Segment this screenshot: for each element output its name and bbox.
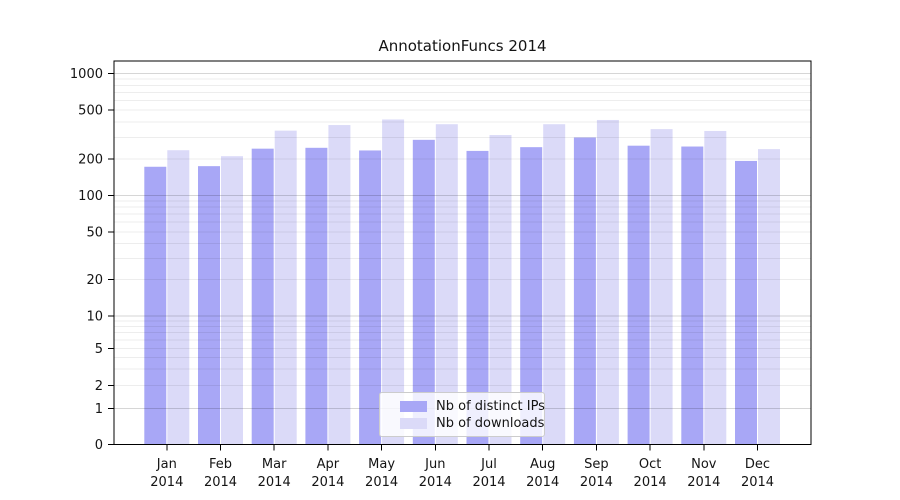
x-tick-label-year: 2014 xyxy=(741,475,774,490)
x-tick-label-year: 2014 xyxy=(526,475,559,490)
bar-distinct-ips-aug xyxy=(520,147,543,445)
legend-swatch-distinct-ips xyxy=(400,401,427,412)
x-tick-label-month: Oct xyxy=(639,457,661,472)
x-tick-label-year: 2014 xyxy=(687,475,720,490)
y-tick-label: 1 xyxy=(95,402,103,417)
bar-distinct-ips-nov xyxy=(681,146,704,445)
x-tick-label-year: 2014 xyxy=(472,475,505,490)
x-tick-label-month: Sep xyxy=(584,457,609,472)
legend-item-distinct-ips: Nb of distinct IPs xyxy=(400,399,545,414)
bar-distinct-ips-may xyxy=(359,150,382,445)
legend-label-downloads: Nb of downloads xyxy=(436,416,545,431)
bar-distinct-ips-mar xyxy=(251,148,274,445)
bar-downloads-oct xyxy=(650,129,673,445)
bar-distinct-ips-sep xyxy=(573,137,596,445)
y-tick-label: 500 xyxy=(78,104,103,119)
y-tick-label: 2 xyxy=(95,379,103,394)
x-tick-label-year: 2014 xyxy=(204,475,237,490)
bar-distinct-ips-oct xyxy=(627,145,650,445)
y-tick-label: 0 xyxy=(95,438,103,453)
legend-label-distinct-ips: Nb of distinct IPs xyxy=(436,399,545,414)
bar-downloads-apr xyxy=(328,125,351,445)
bar-downloads-feb xyxy=(221,156,243,445)
x-tick-label-year: 2014 xyxy=(580,475,613,490)
x-tick-label-month: Dec xyxy=(745,457,770,472)
x-tick-label-year: 2014 xyxy=(150,475,183,490)
chart-title: AnnotationFuncs 2014 xyxy=(378,37,547,55)
y-tick-label: 20 xyxy=(86,273,103,288)
y-tick-label: 1000 xyxy=(70,67,103,82)
bar-distinct-ips-jul xyxy=(466,150,489,445)
x-tick-label-month: Jul xyxy=(480,457,497,472)
bar-downloads-jul xyxy=(489,135,512,445)
plot-frame xyxy=(113,60,812,445)
bar-distinct-ips-dec xyxy=(735,160,757,445)
x-tick-label-year: 2014 xyxy=(311,475,344,490)
bar-downloads-jan xyxy=(167,150,190,445)
x-tick-label-month: Jan xyxy=(156,457,177,472)
bar-downloads-may xyxy=(382,119,405,445)
x-tick-label-month: Mar xyxy=(262,457,287,472)
y-tick-label: 200 xyxy=(78,152,103,167)
bar-distinct-ips-apr xyxy=(305,147,328,445)
x-tick-label-month: May xyxy=(368,457,395,472)
bar-downloads-mar xyxy=(274,130,297,445)
x-tick-label-year: 2014 xyxy=(634,475,667,490)
bar-distinct-ips-jan xyxy=(144,166,167,445)
legend-item-downloads: Nb of downloads xyxy=(400,416,544,431)
y-tick-label: 50 xyxy=(86,225,103,240)
bar-distinct-ips-feb xyxy=(198,166,220,445)
bar-downloads-jun xyxy=(435,124,458,445)
bar-distinct-ips-jun xyxy=(412,139,435,445)
y-tick-label: 100 xyxy=(78,189,103,204)
x-tick-label-year: 2014 xyxy=(419,475,452,490)
legend: Nb of distinct IPs Nb of downloads xyxy=(379,392,545,437)
y-tick-label: 10 xyxy=(86,310,103,325)
x-tick-label-month: Nov xyxy=(691,457,717,472)
legend-swatch-downloads xyxy=(400,418,427,429)
bar-downloads-dec xyxy=(758,149,780,445)
x-tick-label-month: Feb xyxy=(209,457,232,472)
x-tick-label-month: Aug xyxy=(530,457,555,472)
x-tick-label-year: 2014 xyxy=(365,475,398,490)
bar-downloads-nov xyxy=(704,130,727,445)
bar-downloads-sep xyxy=(596,119,619,445)
bar-downloads-aug xyxy=(543,124,566,445)
x-tick-label-month: Jun xyxy=(424,457,445,472)
x-tick-label-year: 2014 xyxy=(258,475,291,490)
x-tick-label-month: Apr xyxy=(317,457,340,472)
y-tick-label: 5 xyxy=(95,342,103,357)
